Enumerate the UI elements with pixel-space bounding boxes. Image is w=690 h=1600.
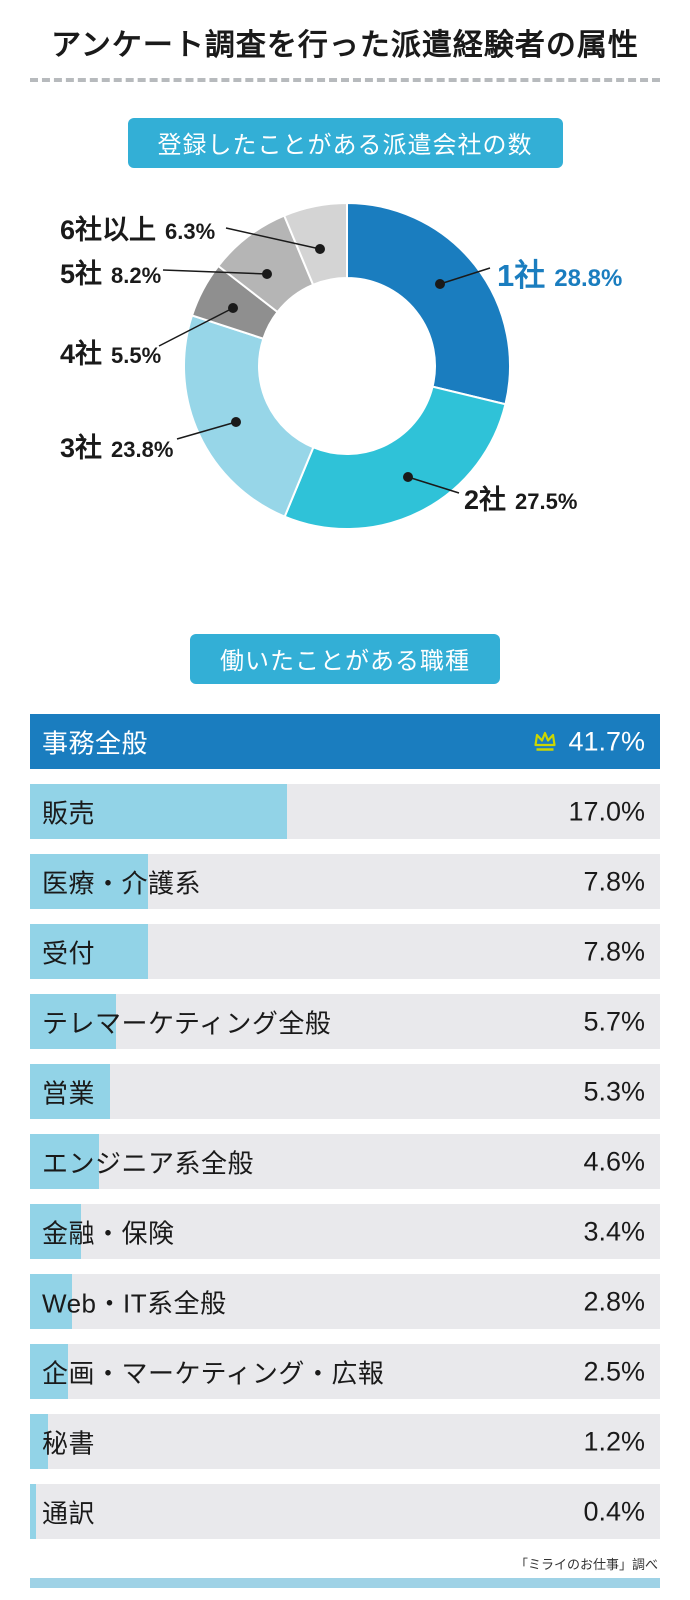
- bar-row-エンジニア系全般: エンジニア系全般 4.6%: [30, 1134, 660, 1189]
- bar-value-label: 2.8%: [583, 1286, 645, 1316]
- donut-category-label: 6社以上: [60, 215, 157, 245]
- bar-fill: [30, 1274, 73, 1329]
- bar-value-label: 2.5%: [583, 1356, 645, 1386]
- donut-category-label: 5社: [60, 259, 103, 289]
- bar-category-label: 事務全般: [42, 728, 149, 758]
- donut-value-label: 23.8%: [111, 437, 174, 462]
- bar-category-label: Web・IT系全般: [42, 1288, 227, 1318]
- bar-category-label: 金融・保険: [42, 1218, 175, 1248]
- donut-callout-5社: 5社 8.2%: [60, 252, 161, 291]
- bar-value-label: 17.0%: [568, 796, 645, 826]
- bar-fill: [30, 1484, 37, 1539]
- donut-category-label: 4社: [60, 339, 103, 369]
- donut-slice-3社: [183, 314, 315, 518]
- bar-category-label: テレマーケティング全般: [42, 1008, 332, 1038]
- bar-row-医療・介護系: 医療・介護系 7.8%: [30, 854, 660, 909]
- leader-line-2社: [407, 476, 460, 494]
- donut-section-badge: 登録したことがある派遣会社の数: [127, 118, 563, 168]
- source-note: 「ミライのお仕事」調べ: [514, 1557, 658, 1572]
- bar-section-badge: 働いたことがある職種: [190, 634, 500, 684]
- bar-category-label: 受付: [42, 938, 96, 968]
- bar-row-通訳: 通訳 0.4%: [30, 1484, 660, 1539]
- bar-value-label: 3.4%: [583, 1216, 645, 1246]
- leader-line-5社: [162, 269, 268, 275]
- bar-fill: [30, 1344, 68, 1399]
- bottom-strip: [30, 1578, 660, 1588]
- bar-value-label: 41.7%: [532, 726, 645, 757]
- leader-line-6社以上: [225, 227, 321, 250]
- bar-category-label: 企画・マーケティング・広報: [42, 1358, 385, 1388]
- bar-row-事務全般: 事務全般 41.7%: [30, 714, 660, 769]
- bar-category-label: 販売: [42, 798, 96, 828]
- donut-value-label: 5.5%: [111, 343, 162, 368]
- bar-row-営業: 営業 5.3%: [30, 1064, 660, 1119]
- bar-row-企画・マーケティング・広報: 企画・マーケティング・広報 2.5%: [30, 1344, 660, 1399]
- donut-callout-6社以上: 6社以上 6.3%: [60, 208, 215, 247]
- donut-callout-1社: 1社 28.8%: [497, 250, 622, 295]
- bar-category-label: 営業: [42, 1078, 96, 1108]
- bar-value-label: 0.4%: [583, 1496, 645, 1526]
- bar-fill: [30, 994, 117, 1049]
- dashed-divider: [30, 78, 660, 82]
- donut-chart: 1社 28.8% 2社 27.5% 3社 23.8% 4社 5.5% 5社 8.2% 6社以上 6.3…: [0, 176, 690, 596]
- donut-slice-1社: [346, 201, 511, 406]
- donut-callout-4社: 4社 5.5%: [60, 332, 161, 371]
- leader-dot-6社以上: [315, 244, 325, 254]
- leader-line-3社: [176, 421, 237, 440]
- bar-row-金融・保険: 金融・保険 3.4%: [30, 1204, 660, 1259]
- donut-category-label: 3社: [60, 433, 103, 463]
- leader-dot-5社: [262, 269, 272, 279]
- donut-value-label: 6.3%: [165, 219, 216, 244]
- donut-value-label: 27.5%: [515, 489, 578, 514]
- bar-fill: [30, 1414, 49, 1469]
- donut-slice-6社以上: [282, 201, 348, 287]
- bar-row-販売: 販売 17.0%: [30, 784, 660, 839]
- bar-row-受付: 受付 7.8%: [30, 924, 660, 979]
- bar-value-label: 7.8%: [583, 936, 645, 966]
- leader-dot-3社: [231, 417, 241, 427]
- donut-slice-2社: [283, 385, 507, 530]
- bar-value-label: 5.7%: [583, 1006, 645, 1036]
- bar-fill: [30, 1134, 100, 1189]
- leader-dot-4社: [228, 303, 238, 313]
- donut-callout-2社: 2社 27.5%: [464, 478, 577, 517]
- leader-dot-2社: [403, 472, 413, 482]
- bar-fill: [30, 854, 148, 909]
- donut-value-label: 8.2%: [111, 263, 162, 288]
- donut-callout-3社: 3社 23.8%: [60, 426, 173, 465]
- bar-value-label: 5.3%: [583, 1076, 645, 1106]
- donut-value-label: 28.8%: [554, 265, 623, 292]
- bar-value-label: 7.8%: [583, 866, 645, 896]
- bar-category-label: 医療・介護系: [42, 868, 202, 898]
- bar-fill: [30, 784, 287, 839]
- leader-line-4社: [158, 307, 234, 347]
- bar-fill: [30, 1204, 82, 1259]
- bar-category-label: 通訳: [42, 1498, 96, 1528]
- bar-row-Web・IT系全般: Web・IT系全般 2.8%: [30, 1274, 660, 1329]
- donut-category-label: 2社: [464, 485, 507, 515]
- bar-fill: [30, 924, 148, 979]
- bar-value-label: 1.2%: [583, 1426, 645, 1456]
- crown-icon: [534, 731, 557, 751]
- leader-line-1社: [439, 267, 491, 285]
- bar-chart: 事務全般 41.7% 販売 17.0% 医療・介護系 7.8% 受付 7.8% テレマーケティン…: [30, 714, 660, 1539]
- bar-row-秘書: 秘書 1.2%: [30, 1414, 660, 1469]
- donut-chart-svg: [158, 201, 511, 530]
- page-title: アンケート調査を行った派遣経験者の属性: [51, 29, 639, 62]
- bar-category-label: 秘書: [42, 1428, 96, 1458]
- bar-fill: [30, 1064, 111, 1119]
- bar-value-label: 4.6%: [583, 1146, 645, 1176]
- bar-row-テレマーケティング全般: テレマーケティング全般 5.7%: [30, 994, 660, 1049]
- donut-category-label: 1社: [497, 258, 546, 293]
- leader-dot-1社: [435, 279, 445, 289]
- bar-category-label: エンジニア系全般: [42, 1148, 255, 1178]
